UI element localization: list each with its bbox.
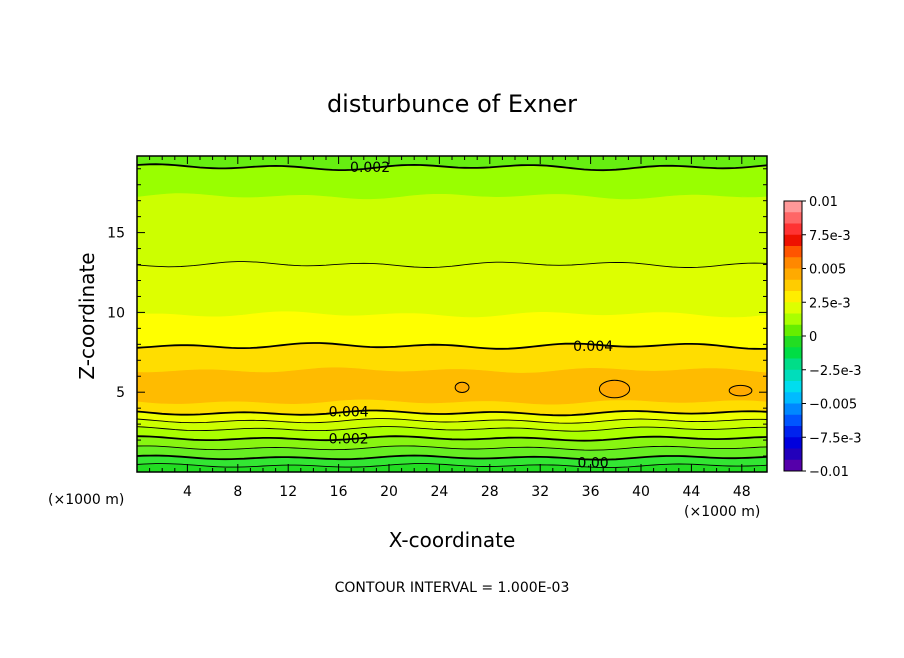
colorbar-labels: 0.01 7.5e-3 0.005 2.5e-3 0 −2.5e-3 −0.005 −7.5e…: [802, 195, 862, 480]
contour-label-4: 0.00: [578, 455, 609, 471]
colorbar-cell-9: [784, 302, 802, 314]
colorbar-cell-22: [784, 448, 802, 461]
contour-interval-note: CONTOUR INTERVAL = 1.000E-03: [335, 580, 570, 596]
contour-label-2: 0.004: [329, 404, 369, 420]
colorbar-cell-5: [784, 257, 802, 269]
x-tick-label-16: 16: [330, 484, 348, 500]
closed-contour-0: [454, 381, 470, 394]
colorbar-cell-13: [784, 347, 802, 359]
colorbar-cell-4: [784, 246, 802, 258]
closed-contour-2: [728, 384, 753, 397]
colorbar-cell-6: [784, 268, 802, 281]
chart-title: disturbunce of Exner: [327, 90, 577, 118]
x-tick-label-32: 32: [531, 484, 549, 500]
contour-line-6: [136, 409, 768, 417]
x-tick-label-28: 28: [481, 484, 499, 500]
colorbar-label-3: 2.5e-3: [809, 296, 851, 311]
closed-contours: [454, 379, 753, 399]
contour-line-1: [136, 454, 768, 461]
closed-contour-1: [598, 379, 631, 399]
y-tick-label-5: 5: [116, 385, 125, 401]
x-axis-title: X-coordinate: [389, 528, 516, 552]
colorbar-label-0: 0.01: [809, 195, 838, 210]
x-tick-label-24: 24: [430, 484, 448, 500]
x-unit-left: (×1000 m): [48, 492, 124, 508]
contour-label-0: 0.002: [350, 160, 390, 176]
x-axis-ticks: 4 8 12 16 20 24 28 32 36 40 44 48: [149, 156, 755, 500]
colorbar-cell-12: [784, 336, 802, 348]
contour-line-5: [136, 418, 768, 424]
x-tick-label-44: 44: [682, 484, 700, 500]
colorbar-cells: [784, 201, 802, 472]
band-10: [136, 310, 768, 350]
contour-line-0: [136, 463, 768, 469]
colorbar: 0.01 7.5e-3 0.005 2.5e-3 0 −2.5e-3 −0.005 −7.5e…: [783, 195, 862, 480]
colorbar-label-7: −7.5e-3: [809, 431, 862, 446]
colorbar-cell-23: [784, 459, 802, 472]
colorbar-cell-10: [784, 313, 802, 326]
colorbar-cell-0: [784, 201, 802, 213]
band-12: [136, 192, 768, 268]
contour-line-8: [136, 261, 768, 268]
colorbar-cell-16: [784, 381, 802, 393]
contour-lines: [136, 163, 768, 469]
contour-line-2: [136, 445, 768, 451]
colorbar-label-2: 0.005: [809, 263, 846, 278]
colorbar-cell-17: [784, 392, 802, 404]
band-11: [136, 261, 768, 318]
y-tick-label-15: 15: [107, 226, 125, 242]
contour-line-7: [136, 342, 768, 350]
x-tick-label-20: 20: [380, 484, 398, 500]
colorbar-cell-14: [784, 358, 802, 371]
colorbar-label-4: 0: [809, 330, 817, 345]
y-tick-label-10: 10: [107, 305, 125, 321]
colorbar-label-5: −2.5e-3: [809, 364, 862, 379]
colorbar-cell-20: [784, 426, 802, 438]
x-tick-label-4: 4: [183, 484, 192, 500]
colorbar-cell-15: [784, 369, 802, 382]
colorbar-cell-18: [784, 403, 802, 416]
band-13: [136, 163, 768, 200]
x-tick-label-36: 36: [582, 484, 600, 500]
x-unit-right: (×1000 m): [684, 504, 760, 520]
contour-label-3: 0.002: [329, 431, 369, 447]
colorbar-cell-8: [784, 291, 802, 303]
x-tick-label-12: 12: [279, 484, 297, 500]
contour-label-1: 0.004: [573, 339, 613, 355]
y-axis-ticks: 5 10 15: [107, 168, 767, 457]
colorbar-cell-21: [784, 437, 802, 449]
contour-labels: 0.002 0.004 0.004 0.002 0.00: [329, 160, 614, 471]
colorbar-cell-1: [784, 212, 802, 224]
x-tick-label-8: 8: [233, 484, 242, 500]
colorbar-cell-3: [784, 234, 802, 247]
colorbar-cell-2: [784, 223, 802, 236]
contour-line-9: [136, 163, 768, 172]
contour-line-4: [136, 426, 767, 432]
colorbar-cell-19: [784, 414, 802, 427]
contour-line-3: [136, 435, 768, 442]
colorbar-label-1: 7.5e-3: [809, 229, 851, 244]
colorbar-cell-7: [784, 279, 802, 292]
x-tick-label-48: 48: [733, 484, 751, 500]
colorbar-label-6: −0.005: [809, 398, 857, 413]
colorbar-label-8: −0.01: [809, 465, 849, 480]
color-bands: [136, 155, 768, 473]
band-8: [136, 366, 768, 405]
x-tick-label-40: 40: [632, 484, 650, 500]
y-axis-title: Z-coordinate: [75, 252, 99, 379]
colorbar-cell-11: [784, 324, 802, 337]
